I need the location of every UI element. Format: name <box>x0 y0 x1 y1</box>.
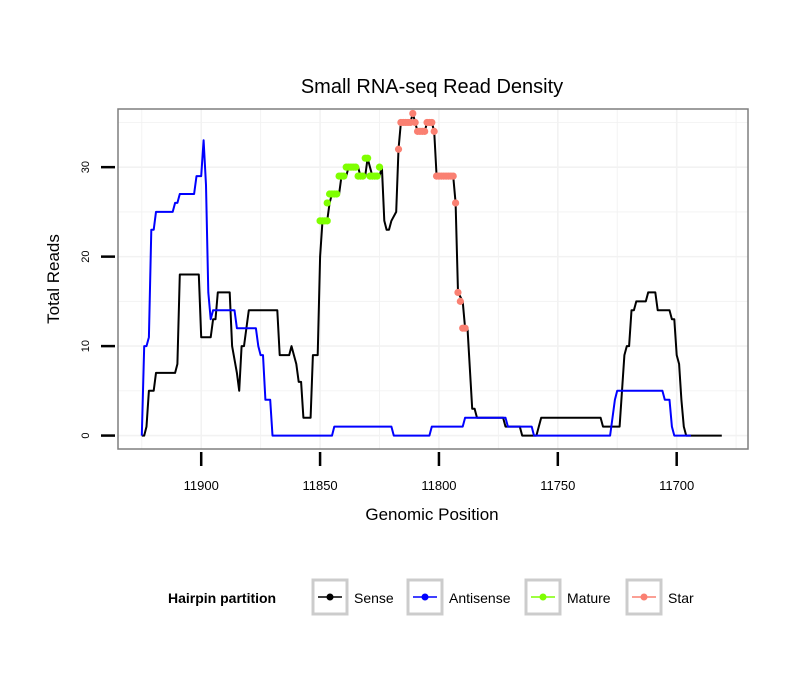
legend-label-sense: Sense <box>354 590 394 606</box>
star-point <box>456 297 464 305</box>
star-point <box>409 109 417 118</box>
legend-label-star: Star <box>668 590 694 606</box>
star-point <box>421 127 429 135</box>
y-tick-label: 20 <box>80 251 92 263</box>
y-tick-label: 10 <box>80 340 92 352</box>
plot-panel-background <box>118 109 748 449</box>
x-tick-label: 11850 <box>302 478 337 493</box>
star-point <box>428 118 436 127</box>
y-tick-label: 30 <box>80 161 92 173</box>
legend-entry-star: Star <box>625 578 694 616</box>
mature-point <box>359 172 367 180</box>
legend-entry-antisense: Antisense <box>406 578 511 616</box>
sense-line <box>141 112 722 437</box>
x-tick-label: 11700 <box>659 478 694 493</box>
y-tick-label: 0 <box>80 433 92 439</box>
mature-point <box>352 163 360 171</box>
star-point <box>451 199 460 207</box>
legend-key-point <box>640 593 648 601</box>
star-point <box>454 288 462 297</box>
mature-points <box>316 154 384 225</box>
antisense-line <box>140 139 691 437</box>
mature-point <box>340 172 348 180</box>
star-point <box>461 324 469 332</box>
star-point <box>449 172 457 180</box>
x-tick-label: 11800 <box>421 478 456 493</box>
mature-point <box>373 172 381 180</box>
star-point <box>394 145 403 153</box>
x-tick-label: 11900 <box>184 478 219 493</box>
star-point <box>430 127 438 135</box>
x-axis: 11900 11850 11800 11750 11700 <box>184 452 694 493</box>
legend-title: Hairpin partition <box>168 590 276 606</box>
y-axis: 0 10 20 30 <box>80 161 115 439</box>
legend-label-antisense: Antisense <box>449 590 511 606</box>
star-points <box>394 109 469 332</box>
legend-key-point <box>421 593 429 601</box>
legend-key-point <box>326 593 334 601</box>
legend-entry-sense: Sense <box>311 578 394 616</box>
mature-point <box>323 217 331 225</box>
mature-point <box>323 199 331 207</box>
x-axis-title: Genomic Position <box>365 505 498 524</box>
legend-entry-mature: Mature <box>524 578 611 616</box>
plot-panel-border <box>117 108 749 450</box>
mature-point <box>375 163 384 171</box>
chart-title: Small RNA-seq Read Density <box>301 76 563 98</box>
legend: Hairpin partition Sense Antisense Mature St… <box>168 578 694 616</box>
mature-point <box>364 154 372 162</box>
x-tick-label: 11750 <box>540 478 575 493</box>
legend-label-mature: Mature <box>567 590 611 606</box>
mature-point <box>333 190 341 198</box>
legend-key-point <box>539 593 547 601</box>
y-axis-title: Total Reads <box>44 234 63 324</box>
star-point <box>411 118 419 127</box>
series-layer <box>140 109 722 437</box>
